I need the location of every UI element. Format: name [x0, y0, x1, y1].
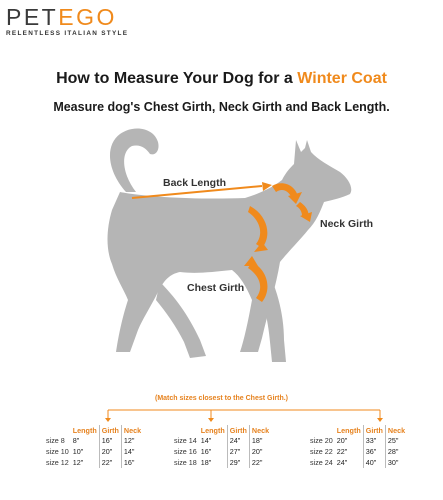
brand-tagline: RELENTLESS ITALIAN STYLE — [6, 30, 129, 37]
neck-girth-label: Neck Girth — [320, 218, 374, 230]
size-table-bracket — [105, 409, 383, 422]
header-neck: Neck — [387, 425, 406, 435]
table-row: size 18 18" 29" 22" — [174, 457, 263, 468]
table-row: size 24 24" 40" 30" — [310, 457, 399, 468]
table-row: size 22 22" 36" 28" — [310, 446, 399, 457]
size-table-3: Length Girth Neck size 20 20" 33" 25" si… — [308, 425, 407, 468]
brand-logo-prefix: PET — [6, 4, 59, 30]
back-length-label: Back Length — [163, 177, 227, 189]
page-title: How to Measure Your Dog for a Winter Coa… — [0, 70, 443, 88]
dog-silhouette — [107, 128, 352, 362]
page-subtitle: Measure dog's Chest Girth, Neck Girth an… — [53, 100, 390, 114]
header-neck: Neck — [123, 425, 142, 435]
table-row: size 10 10" 20" 14" — [46, 446, 135, 457]
brand-logo: PETEGO — [6, 6, 128, 29]
chest-girth-indicator — [244, 206, 268, 302]
header-length: Length — [72, 425, 97, 435]
brand-logo-accent: EGO — [58, 4, 117, 30]
table-row: size 20 20" 33" 25" — [310, 435, 399, 446]
header-neck: Neck — [251, 425, 270, 435]
back-length-indicator — [131, 182, 272, 199]
table-row: size 8 8" 16" 12" — [46, 435, 135, 446]
header-girth: Girth — [226, 425, 250, 435]
size-table-1: Length Girth Neck size 8 8" 16" 12" size… — [44, 425, 143, 468]
page-title-accent: Winter Coat — [297, 70, 387, 87]
match-note: (Match sizes closest to the Chest Girth.… — [154, 395, 289, 402]
table-row: size 12 12" 22" 16" — [46, 457, 135, 468]
header-girth: Girth — [362, 425, 386, 435]
table-row: size 14 14" 24" 18" — [174, 435, 263, 446]
neck-girth-indicator — [272, 183, 312, 222]
brand: PETEGO RELENTLESS ITALIAN STYLE — [6, 6, 129, 38]
header-girth: Girth — [98, 425, 122, 435]
table-row: size 16 16" 27" 20" — [174, 446, 263, 457]
page-title-prefix: How to Measure Your Dog for a — [56, 70, 298, 87]
chest-girth-label: Chest Girth — [187, 282, 245, 294]
header-length: Length — [200, 425, 225, 435]
size-table-2: Length Girth Neck size 14 14" 24" 18" si… — [172, 425, 271, 468]
header-length: Length — [336, 425, 361, 435]
